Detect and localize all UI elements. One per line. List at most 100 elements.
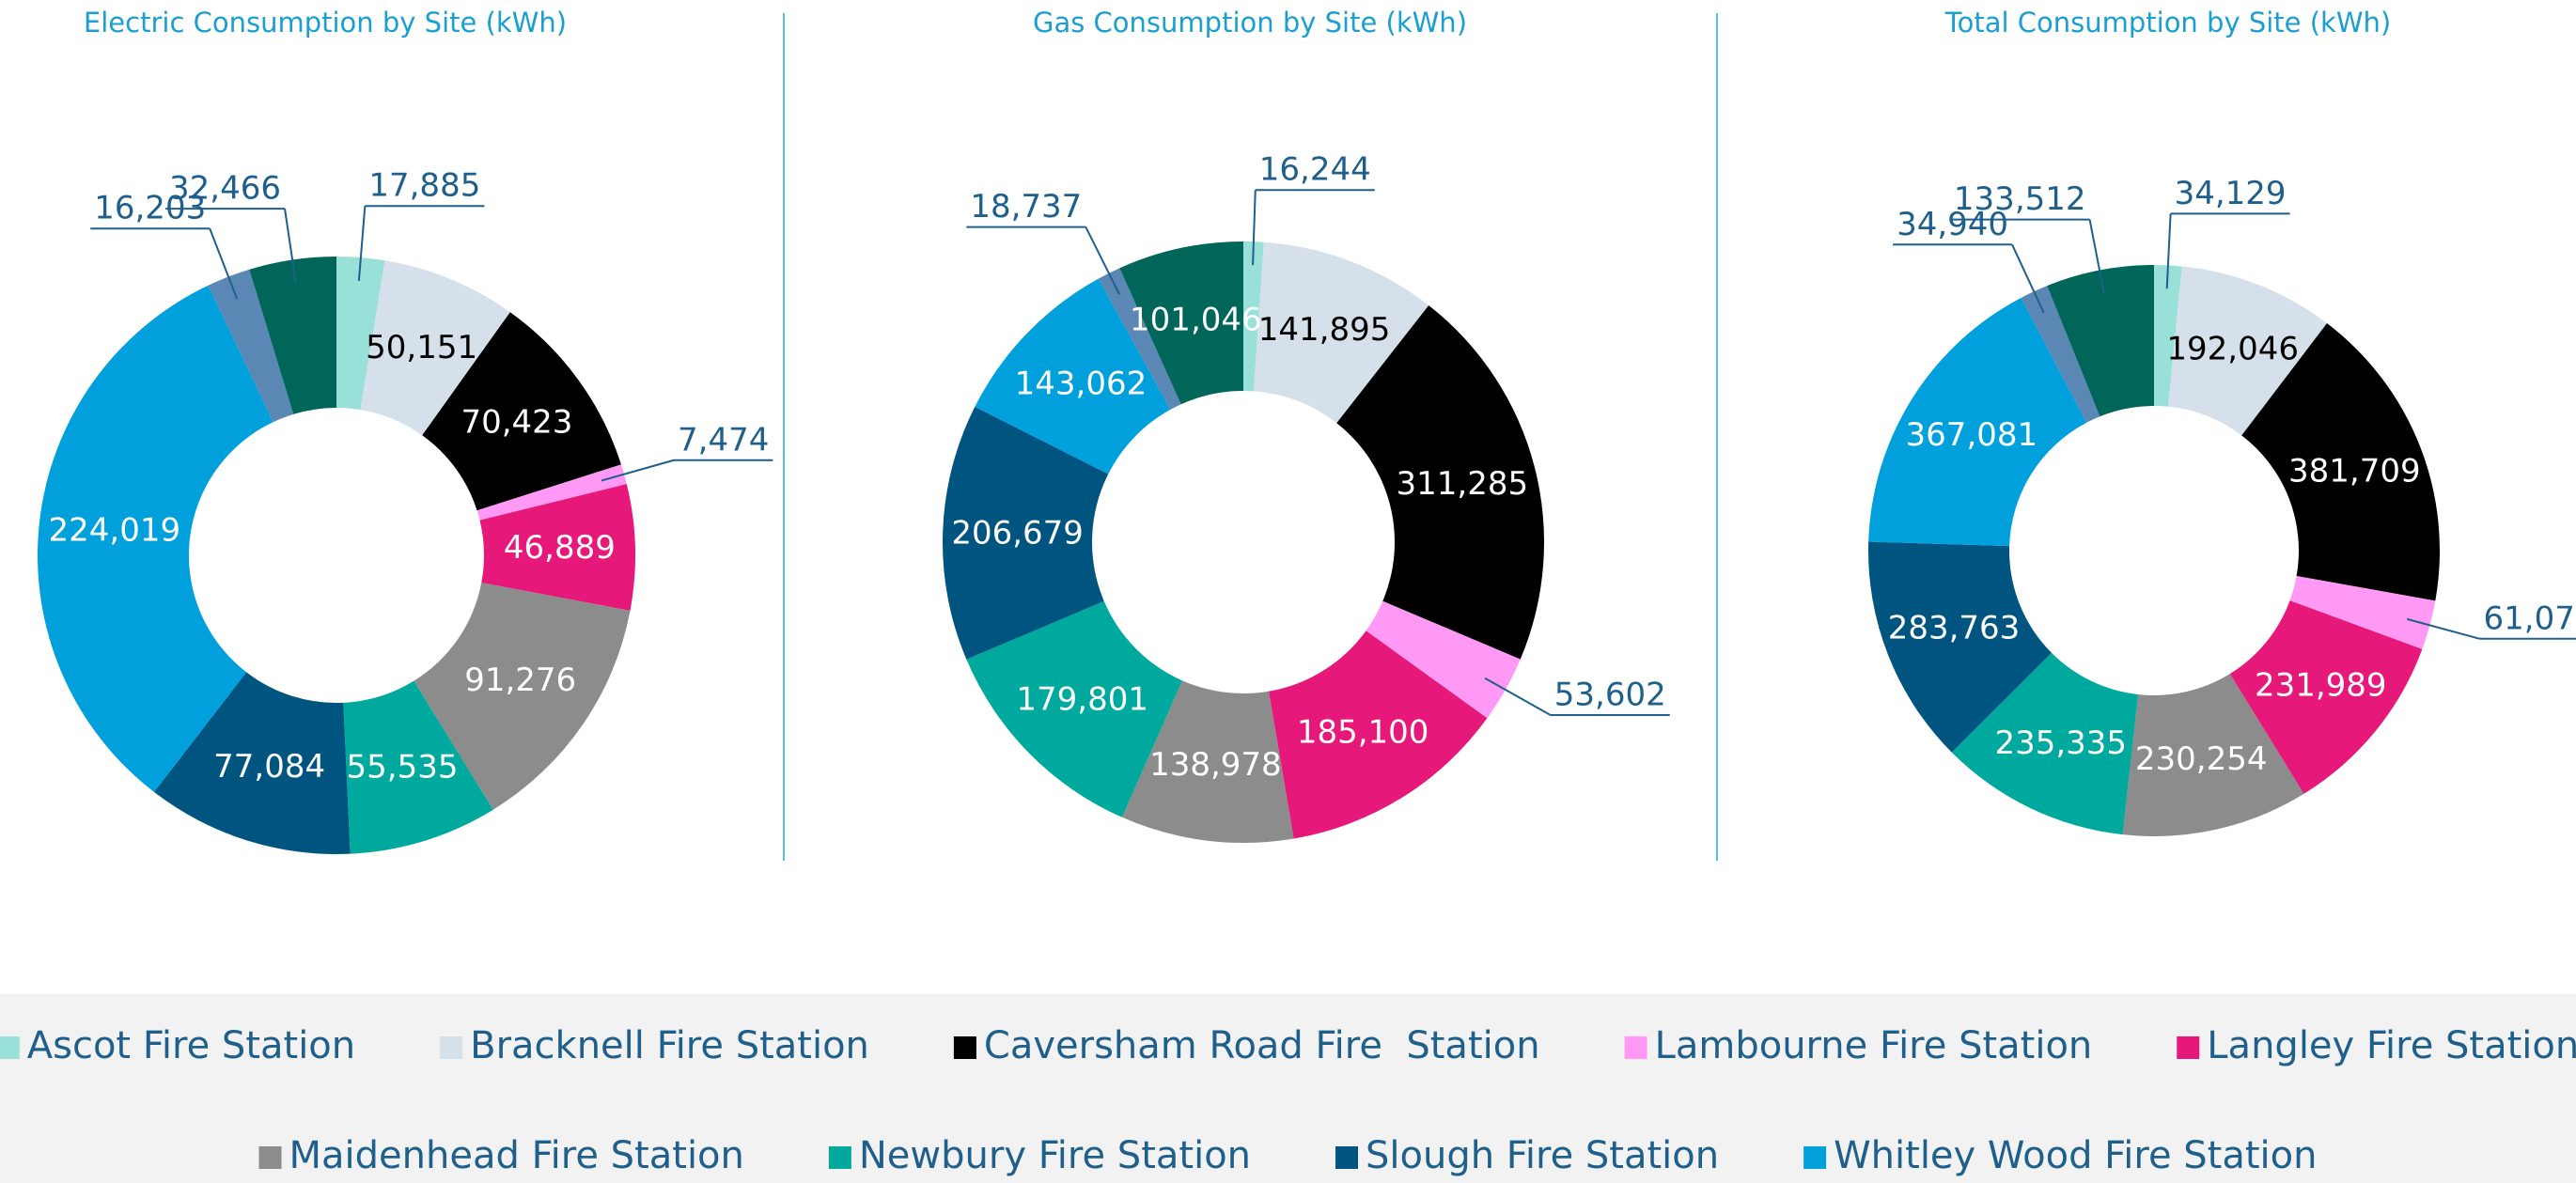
data-label: 231,989 [2255, 666, 2387, 704]
data-label: 381,709 [2288, 452, 2421, 490]
legend-swatch [440, 1036, 463, 1059]
slice [2289, 576, 2436, 649]
data-label: 34,129 [2175, 175, 2287, 212]
chart-title: Gas Consumption by Site (kWh) [1033, 7, 1467, 39]
slice [343, 680, 493, 854]
slice [1119, 241, 1243, 405]
chart-title: Electric Consumption by Site (kWh) [84, 7, 567, 39]
data-label: 230,254 [2135, 740, 2268, 778]
legend-swatch [2177, 1036, 2200, 1059]
data-label: 133,512 [1954, 180, 2086, 218]
leader-line [209, 227, 239, 300]
legend-label: Slough Fire Station [1366, 1134, 1719, 1177]
legend-swatch [1335, 1146, 1359, 1169]
legend-label: Langley Fire Station [2207, 1024, 2576, 1067]
slice [1243, 241, 1264, 392]
slice [975, 278, 1171, 475]
data-label: 61,076 [2484, 599, 2576, 637]
slice [422, 312, 621, 511]
data-label: 206,679 [951, 515, 1084, 553]
data-label: 192,046 [2166, 330, 2299, 367]
leader-line [284, 208, 297, 284]
slice [1253, 241, 1429, 424]
data-label: 34,940 [1897, 206, 2008, 243]
slice [1868, 541, 2052, 753]
slice [1098, 268, 1181, 410]
slice [1121, 680, 1294, 843]
data-label: 311,285 [1397, 465, 1529, 503]
legend-label: Newbury Fire Station [859, 1134, 1251, 1177]
slice [2047, 265, 2154, 417]
data-label: 77,084 [213, 748, 325, 786]
slice [208, 269, 294, 423]
slice [2122, 674, 2304, 837]
slice [1951, 652, 2139, 835]
legend-swatch [258, 1146, 282, 1169]
leader-line [1484, 677, 1552, 716]
slice [476, 464, 627, 521]
legend-band [0, 994, 2576, 1183]
data-label: 179,801 [1016, 680, 1148, 718]
legend-label: Ascot Fire Station [27, 1024, 355, 1067]
slice [2168, 266, 2328, 436]
data-label: 138,978 [1149, 746, 1282, 784]
data-label: 143,062 [1015, 366, 1147, 403]
data-label: 7,474 [678, 421, 769, 459]
legend-label: Bracknell Fire Station [470, 1024, 869, 1067]
slice [360, 260, 510, 436]
slice [1868, 297, 2087, 547]
data-label: 53,602 [1554, 676, 1666, 713]
legend-row: Ascot Fire Station Bracknell Fire Station… [0, 1024, 2576, 1067]
leader-line [1085, 226, 1120, 295]
leader-line [2011, 243, 2045, 314]
data-label: 224,019 [49, 511, 181, 549]
slice [479, 484, 635, 611]
slice [1366, 600, 1521, 719]
data-label: 55,535 [347, 748, 459, 786]
data-label: 50,151 [366, 329, 477, 366]
legend-swatch [828, 1146, 851, 1169]
leader-line [2407, 617, 2480, 640]
data-label: 46,889 [504, 529, 616, 567]
slice [1336, 304, 1544, 660]
leader-line [601, 459, 675, 482]
legend-row: Maidenhead Fire Station Newbury Fire Stat… [258, 1134, 2317, 1177]
slice [153, 672, 351, 854]
legend-swatch [1803, 1146, 1827, 1169]
leader-line [357, 206, 367, 282]
data-label: 70,423 [461, 404, 572, 442]
slice [2154, 265, 2182, 407]
chart-title: Total Consumption by Site (kWh) [1944, 7, 2391, 39]
data-label: 367,081 [1906, 416, 2038, 454]
leader-line [1252, 190, 1257, 266]
slice [414, 583, 631, 810]
data-label: 141,895 [1258, 311, 1391, 349]
slice [966, 600, 1183, 817]
data-label: 283,763 [1888, 610, 2021, 647]
leader-line [2165, 213, 2172, 289]
data-label: 185,100 [1297, 714, 1429, 752]
slice [336, 257, 385, 411]
data-label: 18,737 [970, 188, 1082, 226]
legend-label: Maidenhead Fire Station [289, 1134, 744, 1177]
legend-swatch [1624, 1036, 1647, 1059]
slice [2021, 286, 2100, 423]
legend-swatch [953, 1036, 976, 1059]
data-label: 235,335 [1994, 724, 2127, 762]
legend-label: Lambourne Fire Station [1655, 1024, 2093, 1067]
legend-swatch [0, 1036, 20, 1059]
slice [2229, 600, 2423, 794]
slice [38, 285, 273, 792]
slice [1268, 630, 1488, 839]
leader-line [2088, 219, 2105, 294]
slice [2241, 323, 2440, 601]
data-label: 16,244 [1259, 151, 1371, 189]
legend-label: Whitley Wood Fire Station [1834, 1134, 2317, 1177]
slice [943, 406, 1109, 660]
data-label: 17,885 [368, 167, 480, 205]
legend-label: Caversham Road Fire Station [984, 1024, 1540, 1067]
data-label: 32,466 [169, 170, 281, 208]
data-label: 91,276 [464, 662, 576, 699]
slice [249, 257, 336, 414]
